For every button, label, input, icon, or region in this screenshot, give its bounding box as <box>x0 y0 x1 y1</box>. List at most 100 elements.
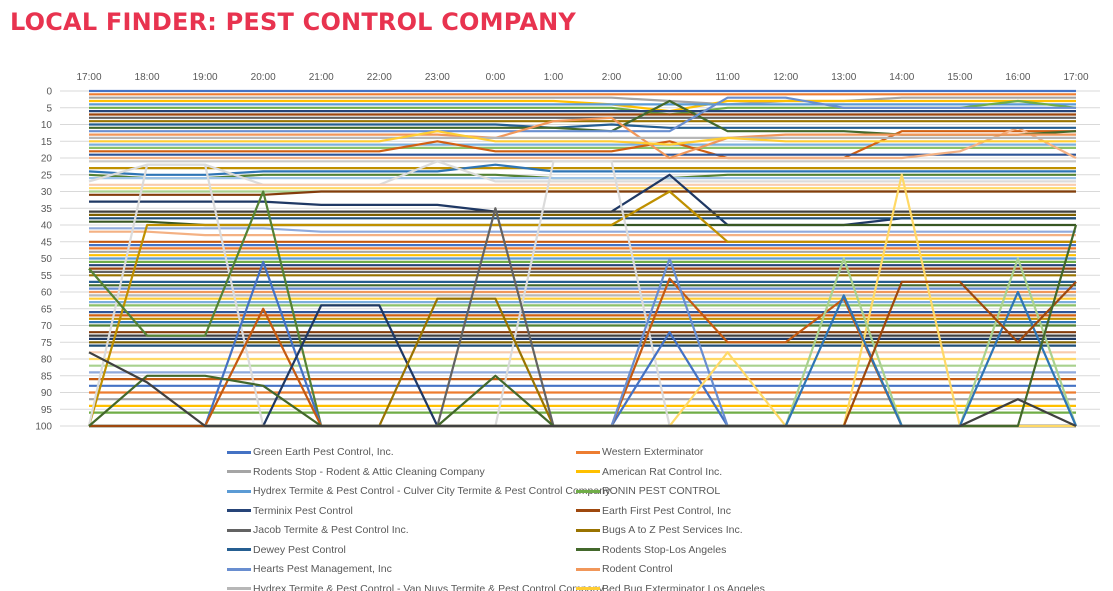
legend-label: Rodents Stop-Los Angeles <box>602 543 727 556</box>
legend-swatch <box>227 489 251 493</box>
legend-label: Hydrex Termite & Pest Control - Van Nuys… <box>253 582 604 591</box>
legend-item: Hydrex Termite & Pest Control - Van Nuys… <box>227 581 604 591</box>
y-tick-label: 15 <box>41 137 53 148</box>
series-line <box>89 130 1076 160</box>
series-line-dewey-pest-control <box>89 123 1076 129</box>
series-line <box>89 126 1077 160</box>
x-axis-ticks: 17:00 18:00 19:00 20:00 21:00 22:00 23:00 0:00 1… <box>76 72 1088 83</box>
y-tick-label: 70 <box>41 321 53 332</box>
legend-item: American Rat Control Inc. <box>576 464 722 480</box>
legend-item: Bugs A to Z Pest Services Inc. <box>576 522 743 538</box>
legend-label: Rodent Control <box>602 563 673 575</box>
x-tick-label: 21:00 <box>309 72 334 83</box>
y-tick-label: 90 <box>41 388 53 399</box>
legend-item: Dewey Pest Control <box>227 542 346 558</box>
legend-item: Western Exterminator <box>576 444 703 460</box>
series-lines <box>87 89 1078 428</box>
legend-item: Hydrex Termite & Pest Control - Culver C… <box>227 483 610 499</box>
series-line <box>88 163 1076 176</box>
legend-label: RONIN PEST CONTROL <box>602 485 721 497</box>
y-tick-label: 65 <box>41 304 53 315</box>
x-tick-label: 15:00 <box>947 72 972 83</box>
legend-label: Rodents Stop - Rodent & Attic Cleaning C… <box>253 465 485 478</box>
legend-label: Bed Bug Exterminator Los Angeles <box>602 582 765 591</box>
x-tick-label: 19:00 <box>193 72 218 83</box>
legend-swatch <box>227 450 251 454</box>
y-tick-label: 80 <box>41 355 53 366</box>
x-tick-label: 17:00 <box>76 72 101 83</box>
legend-swatch <box>227 509 251 512</box>
y-tick-label: 100 <box>35 422 52 433</box>
y-tick-label: 60 <box>41 288 53 299</box>
y-tick-label: 95 <box>41 405 53 416</box>
legend-item: Jacob Termite & Pest Control Inc. <box>227 522 409 538</box>
legend-item: Hearts Pest Management, Inc <box>227 561 392 577</box>
legend-swatch <box>576 548 600 551</box>
y-tick-label: 5 <box>46 103 52 114</box>
x-tick-label: 11:00 <box>715 72 740 83</box>
x-tick-label: 23:00 <box>425 72 450 83</box>
legend-label: Bugs A to Z Pest Services Inc. <box>602 524 743 536</box>
legend-item: Earth First Pest Control, Inc <box>576 503 731 519</box>
legend-label: American Rat Control Inc. <box>602 465 723 478</box>
y-tick-label: 30 <box>41 187 53 198</box>
x-tick-label: 18:00 <box>135 72 160 83</box>
series-line <box>87 190 1076 427</box>
legend-label: Jacob Termite & Pest Control Inc. <box>253 524 409 536</box>
page-title: LOCAL FINDER: PEST CONTROL COMPANY <box>10 8 576 36</box>
y-tick-label: 20 <box>41 154 53 165</box>
legend-swatch <box>576 509 600 512</box>
legend-item: RONIN PEST CONTROL <box>576 483 720 499</box>
x-tick-label: 0:00 <box>486 72 506 83</box>
legend-item: Rodents Stop - Rodent & Attic Cleaning C… <box>227 464 485 480</box>
y-tick-label: 75 <box>41 338 53 349</box>
x-tick-label: 22:00 <box>367 72 392 83</box>
legend-item: Rodents Stop-Los Angeles <box>576 542 726 558</box>
legend-item: Green Earth Pest Control, Inc. <box>227 444 394 460</box>
legend-swatch <box>576 528 600 532</box>
legend-label: Earth First Pest Control, Inc <box>602 504 731 517</box>
legend-label: Dewey Pest Control <box>253 543 346 556</box>
legend-swatch <box>227 587 251 590</box>
legend-swatch <box>576 567 600 571</box>
legend-item: Rodent Control <box>576 561 673 577</box>
x-tick-label: 14:00 <box>889 72 914 83</box>
legend-swatch <box>227 470 251 473</box>
x-tick-label: 16:00 <box>1005 72 1030 83</box>
y-tick-label: 50 <box>41 254 53 265</box>
legend-swatch <box>576 470 600 473</box>
series-line-bed-bug-exterminator-los-angeles <box>89 130 1076 146</box>
y-tick-label: 40 <box>41 221 53 232</box>
series-line <box>89 230 1076 237</box>
legend-item: Terminix Pest Control <box>227 503 353 519</box>
legend-swatch <box>227 528 251 532</box>
series-line-rodent-control <box>89 116 1076 160</box>
series-line <box>89 227 1076 233</box>
y-axis-ticks: 0 5 10 15 20 25 30 35 40 45 50 55 60 65 70 75 80 85 90 95 10… <box>35 87 52 433</box>
series-line-rodents-stop-rodent-attic-cleaning-company <box>89 96 1076 106</box>
y-tick-label: 0 <box>46 87 52 98</box>
chart-legend: Green Earth Pest Control, Inc. Western Ex… <box>227 444 787 591</box>
x-tick-label: 17:00 <box>1063 72 1088 83</box>
x-tick-label: 10:00 <box>657 72 682 83</box>
y-tick-label: 85 <box>41 371 53 382</box>
legend-swatch <box>227 548 251 551</box>
series-line-american-rat-control-inc <box>89 99 1076 113</box>
legend-label: Green Earth Pest Control, Inc. <box>253 446 394 458</box>
x-tick-label: 13:00 <box>831 72 856 83</box>
y-tick-label: 10 <box>41 120 53 131</box>
y-tick-label: 25 <box>41 170 53 181</box>
series-line-hearts-pest-management-inc <box>89 96 1076 133</box>
legend-label: Hearts Pest Management, Inc <box>253 563 392 575</box>
legend-item: Bed Bug Exterminator Los Angeles <box>576 581 765 591</box>
y-tick-label: 55 <box>41 271 53 282</box>
y-tick-label: 35 <box>41 204 53 215</box>
legend-label: Western Exterminator <box>602 446 704 458</box>
legend-swatch <box>576 489 600 493</box>
x-tick-label: 1:00 <box>544 72 564 83</box>
legend-swatch <box>576 450 600 454</box>
x-tick-label: 12:00 <box>773 72 798 83</box>
legend-label: Hydrex Termite & Pest Control - Culver C… <box>253 485 611 497</box>
x-tick-label: 20:00 <box>251 72 276 83</box>
legend-swatch <box>576 587 600 590</box>
